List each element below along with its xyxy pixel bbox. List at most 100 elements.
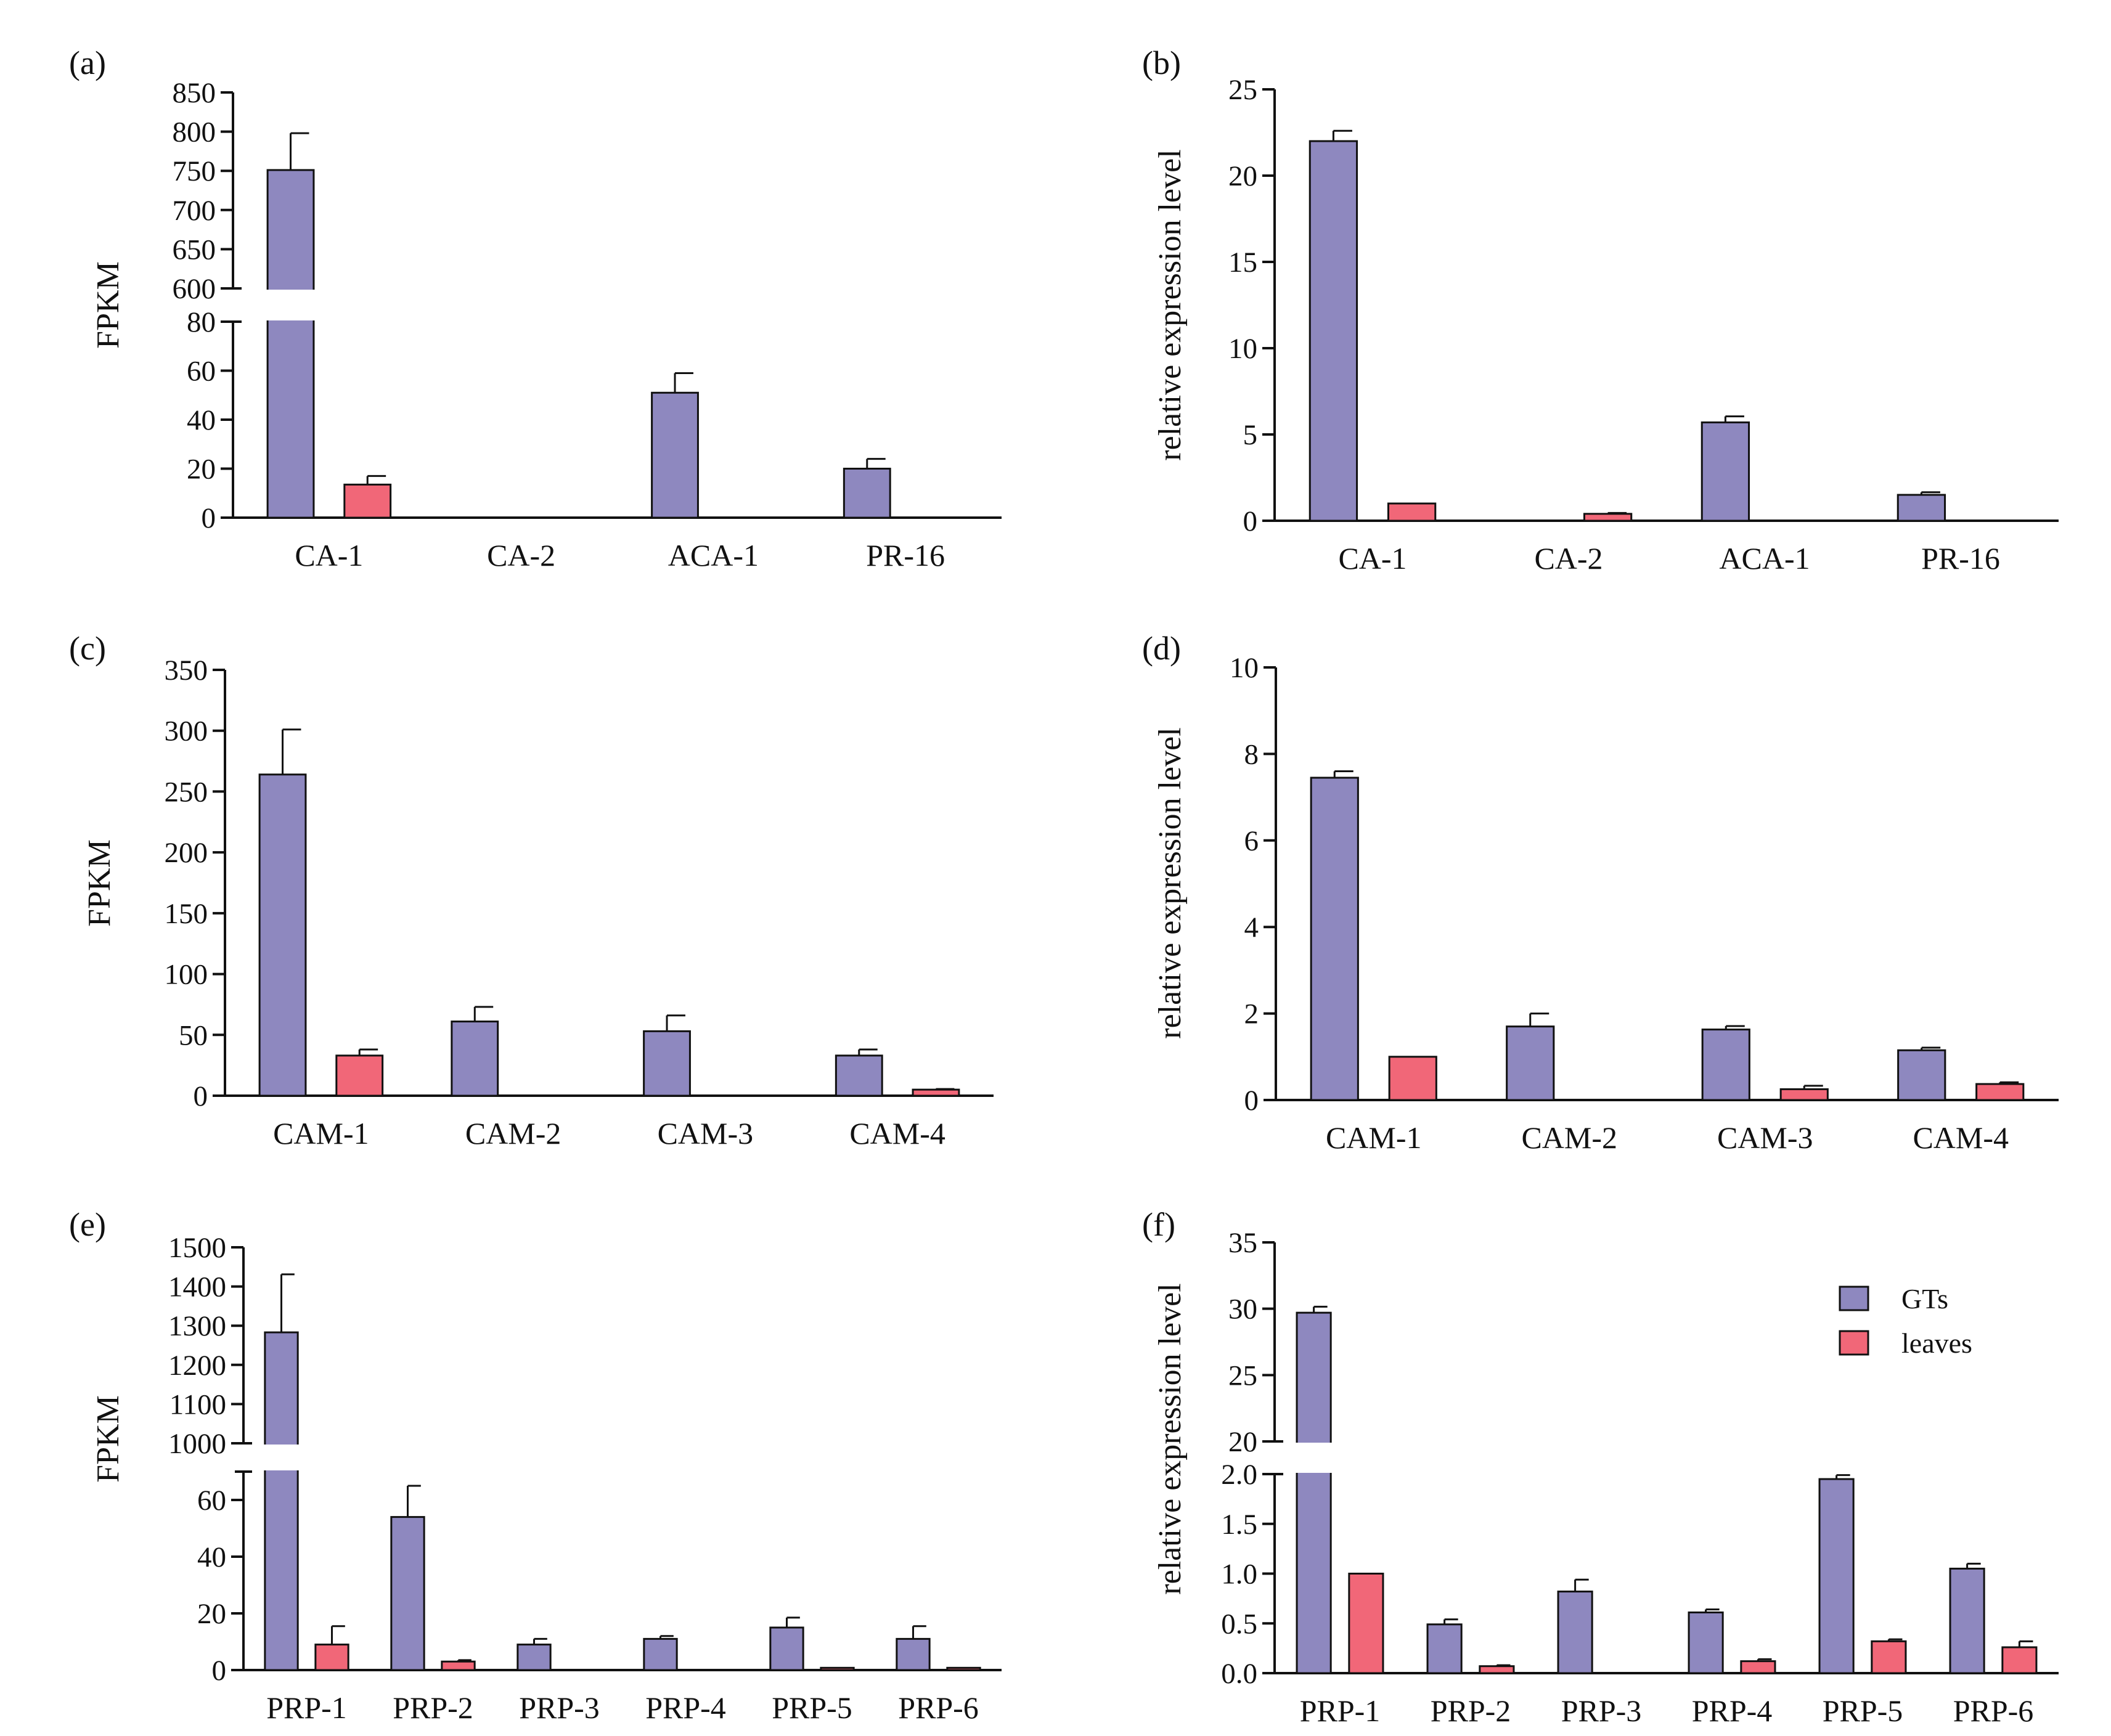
bar-f-PRP-3-GTs [1557,1591,1593,1674]
y-tick-label-b: 0 [1243,505,1258,537]
panel-d: (d) relative expression level 0 2 4 6 8 10 CAM-1… [1142,630,2059,1155]
x-tick-label-d: CAM-2 [1521,1120,1617,1155]
y-tick-label-e: 1100 [169,1388,226,1420]
bar-e-PRP-1-leaves [314,1644,349,1671]
y-tick-label-f: 1.5 [1221,1509,1257,1541]
panel-label-d: (d) [1142,630,1181,667]
y-tick-label-a: 700 [173,195,216,227]
y-tick-label-a: 850 [173,77,216,109]
y-tick-label-f: 0.5 [1221,1608,1257,1640]
x-tick-label-d: CAM-3 [1717,1120,1813,1155]
bar-a-PR-16-GTs [843,468,891,519]
legend-swatch-gts [1839,1286,1869,1311]
y-tick-label-f: 2.0 [1221,1459,1257,1491]
panel-f: (f) relative expression level 0.0 0.5 1.0 1.5… [1142,1206,2059,1728]
x-tick-label-a: CA-2 [487,538,555,573]
bar-d-CAM-1-GTs [1310,776,1359,1101]
x-tick-label-e: PRP-5 [772,1690,852,1725]
bar-f-PRP-1-GTs [1296,1311,1332,1674]
x-tick-label-e: PRP-6 [898,1690,979,1725]
panel-label-c: (c) [69,630,106,667]
bar-c-CAM-1-GTs [258,773,307,1097]
y-tick-label-d: 6 [1244,825,1259,857]
axis-break-gap-e [235,1445,349,1470]
y-tick-label-e: 1300 [168,1310,226,1342]
y-tick-label-d: 10 [1230,652,1259,684]
bar-f-PRP-6-GTs [1949,1567,1985,1674]
bar-e-PRP-5-GTs [769,1626,804,1671]
y-tick-label-a: 80 [187,306,216,338]
y-tick-label-f: 25 [1228,1359,1257,1392]
y-tick-label-d: 8 [1244,738,1259,770]
x-tick-label-c: CAM-2 [465,1116,561,1151]
panel-label-b: (b) [1142,44,1181,81]
y-tick-label-c: 300 [165,715,208,748]
x-tick-label-f: PRP-3 [1561,1693,1642,1728]
y-tick-label-c: 0 [194,1080,208,1112]
y-tick-label-f: 35 [1228,1227,1257,1259]
bar-e-PRP-6-GTs [896,1637,931,1671]
y-tick-label-b: 15 [1228,247,1257,279]
bar-c-CAM-1-leaves [335,1054,384,1097]
y-tick-label-f: 20 [1228,1426,1257,1458]
x-tick-label-e: PRP-1 [266,1690,347,1725]
y-tick-label-e: 1400 [168,1271,226,1303]
y-tick-label-e: 20 [197,1598,226,1630]
y-tick-label-b: 10 [1228,333,1257,365]
bar-f-PRP-1-leaves [1348,1573,1384,1674]
bar-d-CAM-3-GTs [1701,1029,1750,1101]
y-tick-label-c: 50 [179,1019,208,1051]
bar-c-CAM-4-GTs [835,1054,883,1097]
y-axis-title-f: relative expression level [1153,1283,1188,1594]
bar-b-PR-16-GTs [1897,494,1946,522]
x-tick-label-c: CAM-1 [273,1116,369,1151]
bar-d-CAM-2-GTs [1506,1025,1555,1101]
y-tick-label-c: 100 [165,959,208,991]
y-tick-label-f: 30 [1228,1294,1257,1326]
y-tick-label-f: 0.0 [1221,1658,1257,1690]
x-tick-label-c: CAM-4 [849,1116,945,1151]
x-tick-label-f: PRP-6 [1953,1693,2034,1728]
x-tick-label-a: ACA-1 [668,538,759,573]
y-tick-label-b: 5 [1243,419,1258,451]
y-axis-title-b: relative expression level [1153,149,1188,460]
bar-f-PRP-4-leaves [1740,1660,1776,1674]
x-tick-label-f: PRP-4 [1692,1693,1773,1728]
x-tick-label-b: CA-2 [1534,541,1603,576]
y-tick-label-b: 25 [1228,74,1257,106]
x-tick-label-e: PRP-2 [393,1690,473,1725]
bar-e-PRP-5-leaves [820,1666,855,1671]
bar-d-CAM-3-leaves [1779,1088,1829,1101]
bar-e-PRP-2-GTs [390,1516,425,1671]
bar-f-PRP-6-leaves [2001,1646,2038,1674]
bar-f-PRP-5-GTs [1818,1478,1855,1674]
y-tick-label-a: 60 [187,356,216,388]
bar-d-CAM-4-leaves [1975,1083,2025,1101]
panel-b: (b) relative expression level 0 5 10 15 20 25 CA… [1142,44,2059,576]
bar-b-CA-2-leaves [1583,513,1633,522]
bar-a-CA-1-GTs [266,169,315,519]
y-tick-label-e: 60 [197,1485,226,1517]
y-tick-label-b: 20 [1228,160,1257,192]
y-tick-label-e: 0 [212,1655,227,1687]
y-tick-label-a: 600 [173,273,216,305]
bar-f-PRP-4-GTs [1688,1611,1724,1674]
bar-f-PRP-2-leaves [1479,1665,1515,1674]
y-tick-label-a: 20 [187,454,216,486]
bar-e-PRP-6-leaves [946,1666,981,1671]
bar-d-CAM-4-GTs [1897,1049,1946,1101]
x-tick-label-b: ACA-1 [1719,541,1810,576]
y-tick-label-d: 0 [1244,1085,1259,1117]
panel-label-f: (f) [1142,1206,1175,1243]
y-tick-label-a: 650 [173,234,216,266]
x-tick-label-b: PR-16 [1921,541,2000,576]
x-tick-label-e: PRP-3 [519,1690,600,1725]
bar-c-CAM-4-leaves [912,1088,960,1097]
bar-f-PRP-5-leaves [1871,1640,1907,1674]
bar-c-CAM-3-GTs [643,1030,691,1097]
y-tick-label-a: 0 [202,502,216,534]
x-tick-label-a: CA-1 [295,538,363,573]
x-tick-label-c: CAM-3 [658,1116,754,1151]
y-tick-label-e: 40 [197,1541,226,1573]
